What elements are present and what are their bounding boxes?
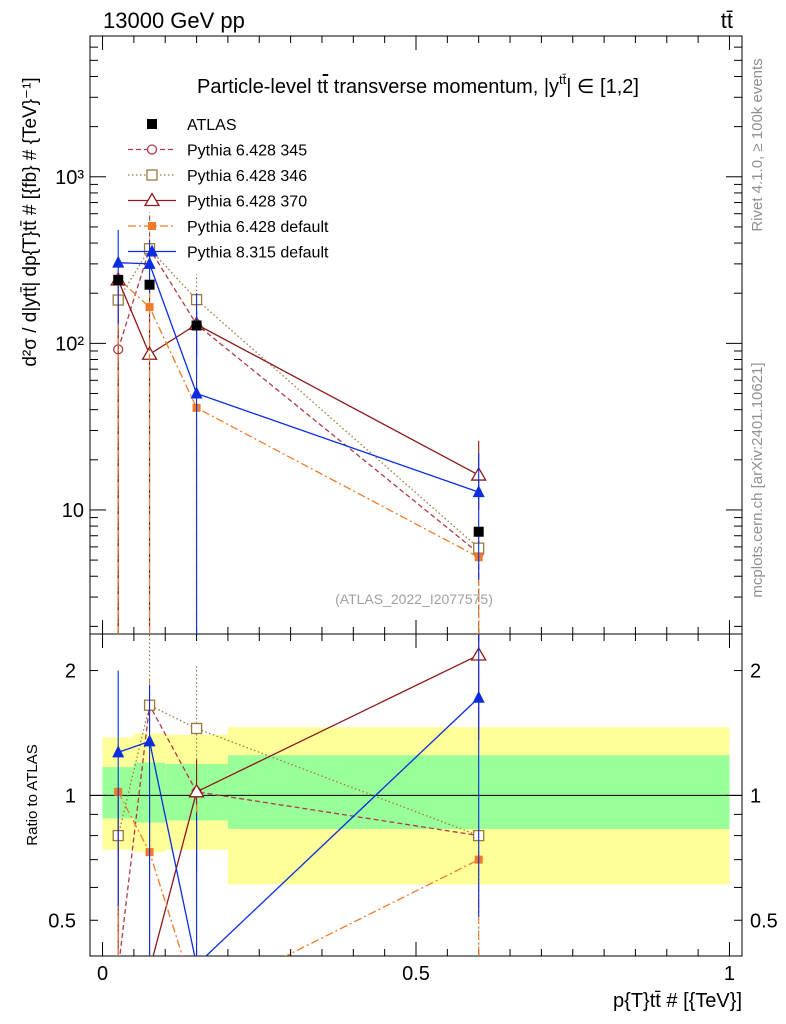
legend-item-p345: Pythia 6.428 345 xyxy=(128,143,307,160)
title-pre: Particle-level t xyxy=(197,76,323,98)
title-bar: t xyxy=(323,76,329,98)
xtick-label: 1 xyxy=(724,963,735,985)
legend-item-p370: Pythia 6.428 370 xyxy=(128,192,307,211)
ratio-line-p345 xyxy=(119,703,479,956)
legend-item-ATLAS: ATLAS xyxy=(147,117,237,134)
legend: ATLAS Pythia 6.428 345 Pythia 6.428 346 Pyt… xyxy=(128,117,329,262)
main-ytick-label: 10 xyxy=(62,500,84,522)
series-layer xyxy=(110,212,487,956)
xtick-label: 0.5 xyxy=(402,963,430,985)
legend-item-p6def: Pythia 6.428 default xyxy=(128,219,329,236)
main-series-p370 xyxy=(110,271,487,634)
legend-label-p370: Pythia 6.428 370 xyxy=(187,194,307,211)
main-plot-frame: 10 10² 10³ xyxy=(55,35,743,635)
main-line-p346 xyxy=(117,247,480,549)
ratio-ylabel: Ratio to ATLAS xyxy=(24,744,41,845)
ratio-line-p370 xyxy=(152,654,479,956)
main-marker-p8def xyxy=(112,255,125,268)
title-sup: tt̄ xyxy=(559,72,567,87)
legend-marker-ATLAS xyxy=(147,119,157,129)
legend-item-p8def: Pythia 8.315 default xyxy=(128,244,329,262)
main-title: Particle-level tt transverse momentum, |… xyxy=(197,72,639,98)
ratio-line-p346 xyxy=(117,704,479,837)
main-series-p345 xyxy=(113,212,484,634)
atlas-data-point xyxy=(191,320,202,331)
main-ylabel: d²σ / d|ytt̄| dp{T}tt̄ # [{fb} # {TeV}⁻¹… xyxy=(20,77,41,366)
legend-marker-p6def xyxy=(148,222,156,230)
header-left: 13000 GeV pp xyxy=(103,8,245,33)
main-line-p370 xyxy=(117,279,479,476)
legend-marker-p8def xyxy=(146,244,158,257)
main-series-p6def xyxy=(114,237,483,634)
legend-label-p6def: Pythia 6.428 default xyxy=(187,219,329,236)
mcplots-label: mcplots.cern.ch [arXiv:2401.10621] xyxy=(749,362,766,597)
main-marker-p8def xyxy=(143,256,156,269)
main-ytick-label: 10³ xyxy=(55,167,84,189)
atlas-data-point xyxy=(473,526,484,537)
xtick-label: 0 xyxy=(97,963,108,985)
legend-label-ATLAS: ATLAS xyxy=(187,117,237,134)
ratio-line-p8def xyxy=(117,697,480,956)
ratio-ytick-label-right: 1 xyxy=(750,785,761,807)
main-series-p8def xyxy=(112,229,485,634)
ratio-marker-p370 xyxy=(188,783,205,798)
legend-item-p346: Pythia 6.428 346 xyxy=(128,168,307,185)
main-line-p6def xyxy=(117,278,479,558)
main-marker-p8def xyxy=(472,485,485,498)
legend-label-p345: Pythia 6.428 345 xyxy=(187,143,307,160)
main-series-p346 xyxy=(112,212,485,634)
ratio-ytick-label-right: 0.5 xyxy=(750,910,778,932)
ratio-ytick-label: 2 xyxy=(65,661,76,683)
legend-marker-p370 xyxy=(143,192,161,207)
watermark: (ATLAS_2022_I2077575) xyxy=(335,591,493,607)
main-ytick-label: 10² xyxy=(55,333,84,355)
rivet-label: Rivet 4.1.0, ≥ 100k events xyxy=(749,58,766,231)
main-marker-p6def xyxy=(145,303,154,312)
ratio-ytick-label-right: 2 xyxy=(750,661,761,683)
atlas-data xyxy=(113,275,484,537)
ratio-marker-p8def xyxy=(143,734,156,747)
ratio-ytick-label: 1 xyxy=(65,785,76,807)
main-marker-p8def xyxy=(190,386,203,399)
atlas-data-point xyxy=(113,275,124,286)
atlas-data-point xyxy=(144,279,155,290)
legend-marker-p345 xyxy=(146,144,158,155)
ratio-marker-p346 xyxy=(190,722,203,735)
ratio-plot-frame: 0.5 0.5 1 1 2 2 0 0.5 1 xyxy=(48,633,778,985)
ratio-line-p6def xyxy=(117,791,479,956)
title-mid: transverse momentum, |y xyxy=(328,76,559,98)
ratio-marker-p8def xyxy=(472,690,485,703)
ratio-ytick-label: 0.5 xyxy=(48,910,76,932)
legend-label-p346: Pythia 6.428 346 xyxy=(187,168,307,185)
xlabel: p{T}tt̄ # [{TeV}] xyxy=(613,990,742,1012)
main-line-p8def xyxy=(118,262,479,493)
main-line-p345 xyxy=(117,247,480,554)
header-right: tt̄ xyxy=(721,8,733,33)
ratio-marker-p8def xyxy=(112,745,125,758)
title-post: | ∈ [1,2] xyxy=(566,76,639,98)
legend-label-p8def: Pythia 8.315 default xyxy=(187,245,329,262)
legend-marker-p346 xyxy=(146,169,158,181)
ratio-series-p8def xyxy=(112,634,485,956)
